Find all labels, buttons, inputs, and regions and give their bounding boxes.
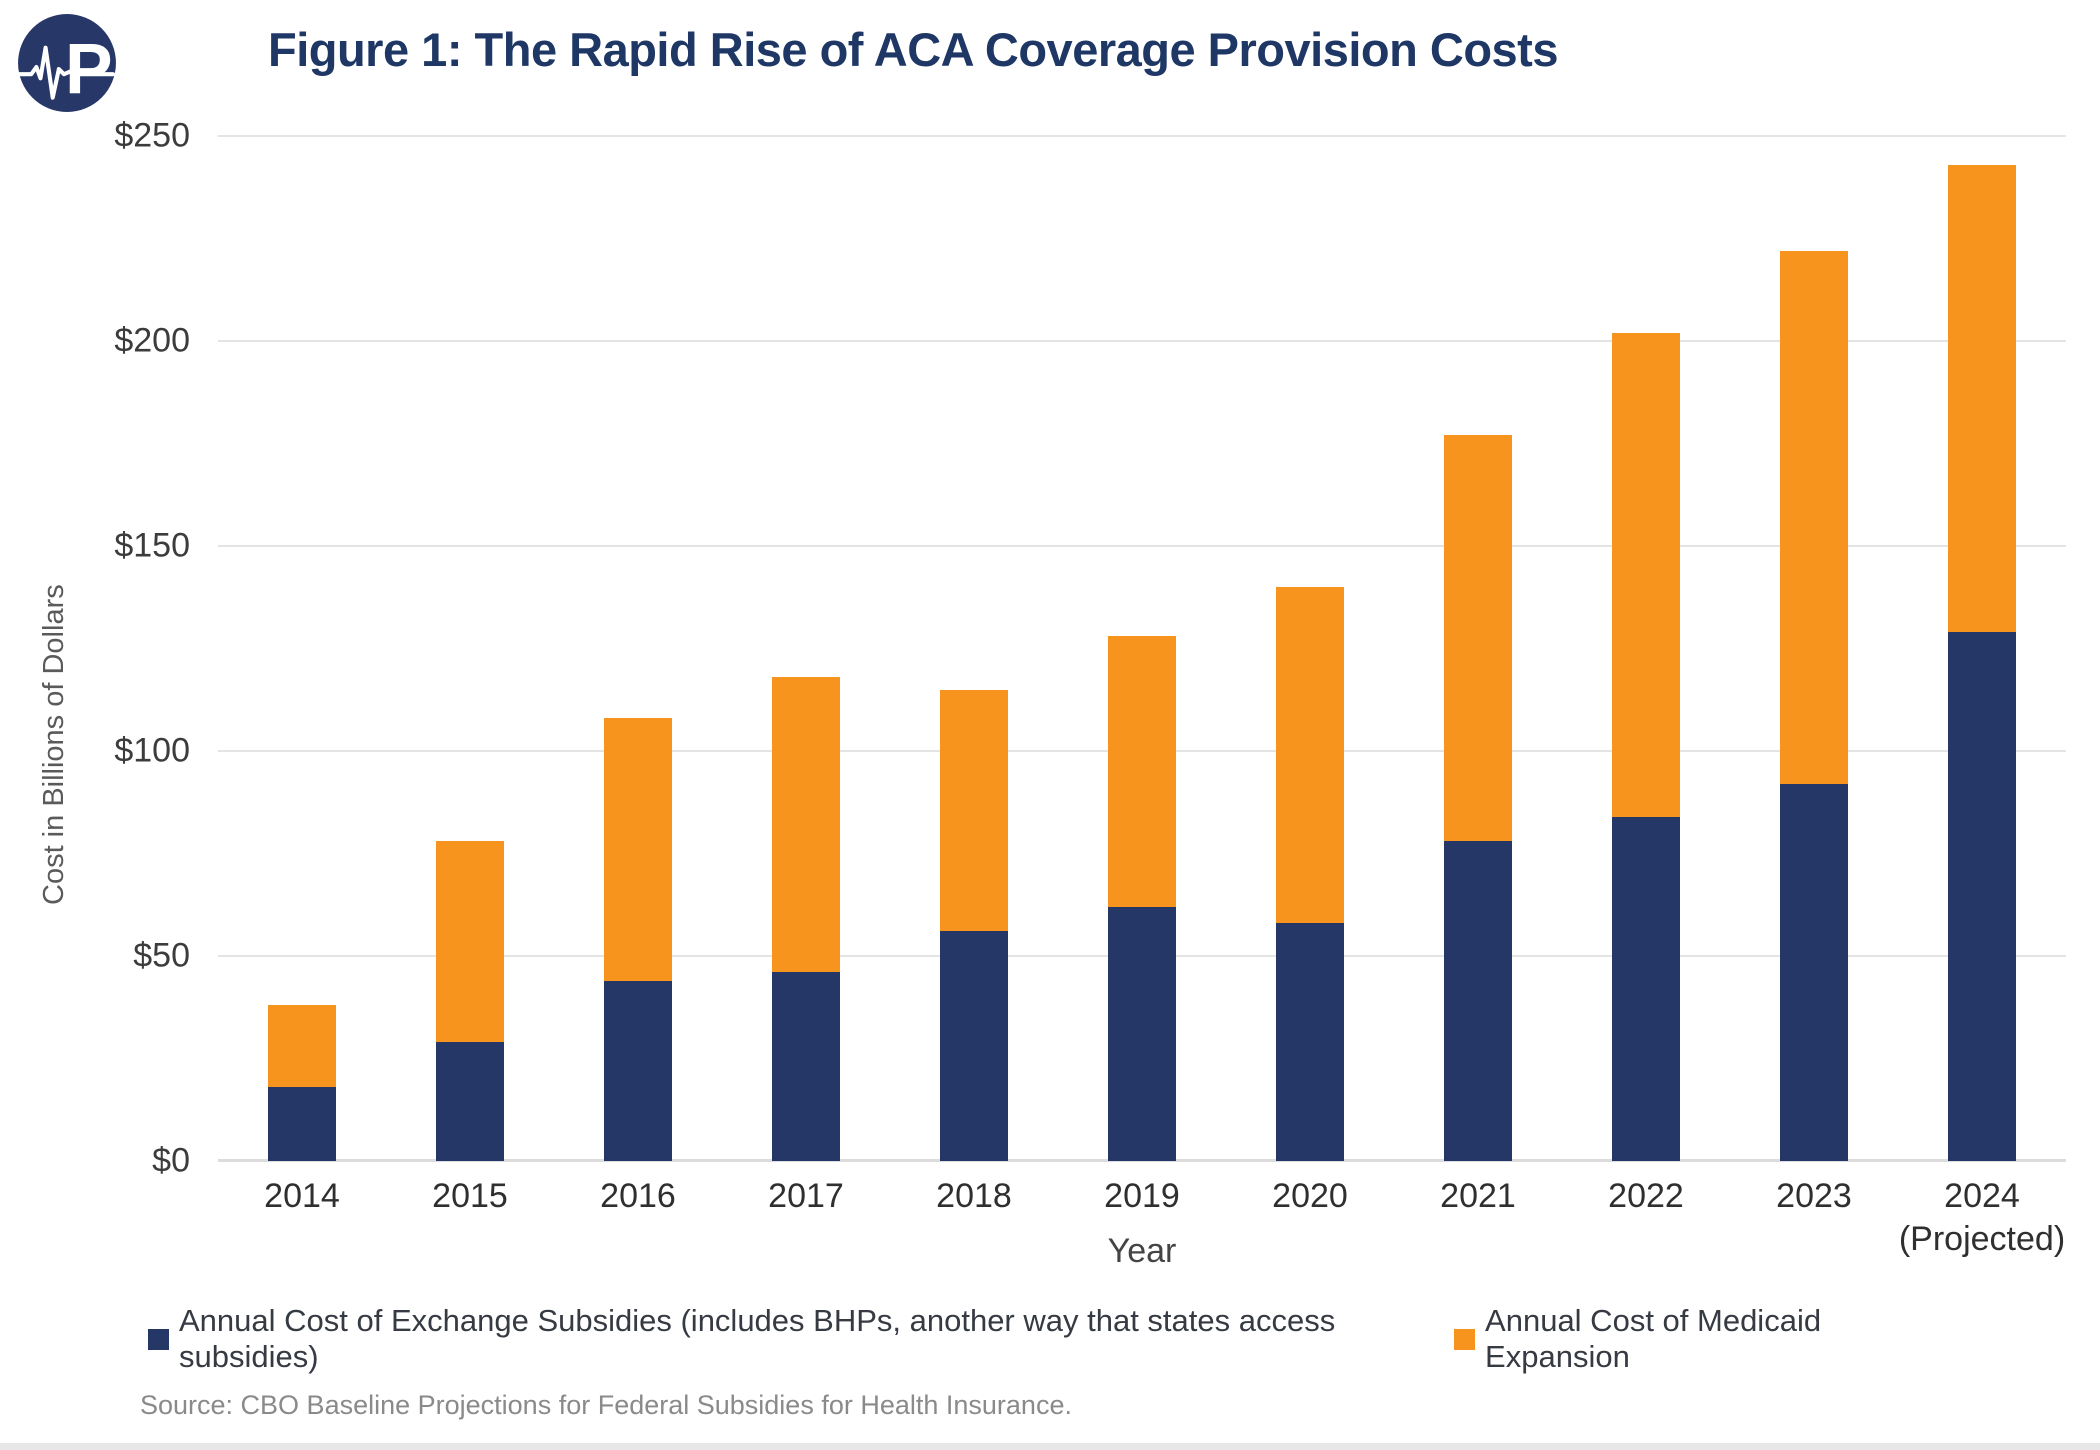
- bar-2015-exchange-subsidies-segment: [436, 1042, 504, 1161]
- bar-2017-medicaid-expansion-segment: [772, 677, 840, 973]
- x-tick-year: 2022: [1608, 1177, 1684, 1215]
- gridline-200: [218, 340, 2066, 342]
- gridline-250: [218, 135, 2066, 137]
- y-tick-label-0: $0: [152, 1141, 190, 1180]
- bar-2019-exchange-subsidies-segment: [1108, 906, 1176, 1161]
- bottom-border: [0, 1443, 2100, 1450]
- source-note: Source: CBO Baseline Projections for Fed…: [140, 1390, 1072, 1420]
- x-tick-label-2023: 2023: [1730, 1175, 1898, 1218]
- bar-2021: [1444, 435, 1512, 1161]
- figure-title: Figure 1: The Rapid Rise of ACA Coverage…: [268, 23, 1558, 76]
- legend-item-exchange-subsidies: Annual Cost of Exchange Subsidies (inclu…: [148, 1303, 1454, 1375]
- bar-2023-medicaid-expansion-segment: [1780, 250, 1848, 784]
- y-axis-tick-labels: $0 $50 $100 $150 $200 $250: [0, 117, 200, 1180]
- bar-2018-medicaid-expansion-segment: [940, 689, 1008, 932]
- legend-label-medicaid-expansion: Annual Cost of Medicaid Expansion: [1485, 1303, 1822, 1374]
- x-tick-year: 2020: [1272, 1177, 1348, 1215]
- bar-2014-exchange-subsidies-segment: [268, 1087, 336, 1161]
- legend: Annual Cost of Exchange Subsidies (inclu…: [148, 1303, 1963, 1375]
- bar-2022-medicaid-expansion-segment: [1612, 332, 1680, 817]
- x-tick-year: 2019: [1104, 1177, 1180, 1215]
- y-tick-label-150: $150: [114, 526, 190, 565]
- bar-2016: [604, 718, 672, 1161]
- bar-2022: [1612, 332, 1680, 1161]
- bar-2015-medicaid-expansion-segment: [436, 841, 504, 1043]
- bar-2024-exchange-subsidies-segment: [1948, 632, 2016, 1161]
- paragon-logo: P: [16, 12, 118, 114]
- x-tick-projected-note: (Projected): [1898, 1220, 2066, 1258]
- bar-2018-exchange-subsidies-segment: [940, 931, 1008, 1161]
- bar-2019-medicaid-expansion-segment: [1108, 636, 1176, 907]
- bar-2021-medicaid-expansion-segment: [1444, 435, 1512, 842]
- x-tick-label-2019: 2019: [1058, 1175, 1226, 1218]
- x-tick-label-2016: 2016: [554, 1175, 722, 1218]
- y-tick-label-100: $100: [114, 731, 190, 770]
- x-axis-tick-labels: 2014 2015 2016 2017 2018 2019 2020 2021 2022 2023…: [218, 1175, 2066, 1275]
- bar-2020-exchange-subsidies-segment: [1276, 923, 1344, 1161]
- x-tick-label-2017: 2017: [722, 1175, 890, 1218]
- bar-2014: [268, 1005, 336, 1161]
- y-tick-label-50: $50: [133, 936, 190, 975]
- bar-2015: [436, 841, 504, 1161]
- x-tick-year: 2015: [432, 1177, 508, 1215]
- x-tick-label-2020: 2020: [1226, 1175, 1394, 1218]
- x-tick-label-2022: 2022: [1562, 1175, 1730, 1218]
- paragon-logo-icon: P: [17, 14, 116, 112]
- x-tick-label-2024: 2024 (Projected): [1898, 1175, 2066, 1261]
- bar-2020-medicaid-expansion-segment: [1276, 587, 1344, 924]
- y-tick-label-250: $250: [114, 116, 190, 155]
- x-tick-year: 2024: [1944, 1177, 2020, 1215]
- bar-2020: [1276, 587, 1344, 1161]
- bar-2022-exchange-subsidies-segment: [1612, 816, 1680, 1161]
- bar-2018: [940, 689, 1008, 1161]
- y-tick-label-200: $200: [114, 321, 190, 360]
- x-tick-year: 2017: [768, 1177, 844, 1215]
- medicaid-expansion-swatch-icon: [1454, 1328, 1476, 1350]
- x-tick-year: 2018: [936, 1177, 1012, 1215]
- bar-2023: [1780, 250, 1848, 1161]
- exchange-subsidies-swatch-icon: [148, 1328, 169, 1350]
- bar-2017: [772, 677, 840, 1161]
- x-tick-year: 2021: [1440, 1177, 1516, 1215]
- x-tick-year: 2023: [1776, 1177, 1852, 1215]
- bar-2024: [1948, 164, 2016, 1161]
- x-tick-label-2014: 2014: [218, 1175, 386, 1218]
- bar-2019: [1108, 636, 1176, 1161]
- bar-2021-exchange-subsidies-segment: [1444, 841, 1512, 1161]
- bar-2016-medicaid-expansion-segment: [604, 718, 672, 981]
- x-tick-year: 2016: [600, 1177, 676, 1215]
- x-axis-title: Year: [1107, 1232, 1177, 1270]
- x-tick-label-2021: 2021: [1394, 1175, 1562, 1218]
- x-tick-year: 2014: [264, 1177, 340, 1215]
- plot-area: [218, 135, 2066, 1162]
- bar-2017-exchange-subsidies-segment: [772, 972, 840, 1161]
- bar-2024-medicaid-expansion-segment: [1948, 164, 2016, 633]
- gridline-150: [218, 545, 2066, 547]
- bar-2023-exchange-subsidies-segment: [1780, 783, 1848, 1161]
- legend-item-medicaid-expansion: Annual Cost of Medicaid Expansion: [1454, 1303, 1963, 1375]
- x-tick-label-2015: 2015: [386, 1175, 554, 1218]
- pulse-line-icon: [17, 45, 115, 100]
- legend-label-exchange-subsidies: Annual Cost of Exchange Subsidies (inclu…: [179, 1303, 1336, 1374]
- bar-2014-medicaid-expansion-segment: [268, 1005, 336, 1088]
- logo-letter-p: P: [65, 30, 113, 110]
- bar-2016-exchange-subsidies-segment: [604, 980, 672, 1161]
- x-tick-label-2018: 2018: [890, 1175, 1058, 1218]
